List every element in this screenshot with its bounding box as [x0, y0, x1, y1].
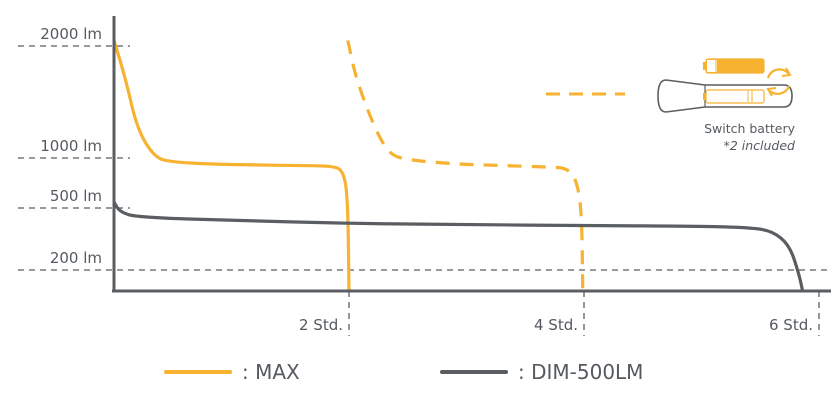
legend-label-max: : MAX	[242, 360, 300, 384]
battery-swap-annotation: Switch battery *2 included	[546, 58, 796, 153]
battery-icon	[703, 58, 765, 74]
x-tick-label-1: 4 Std.	[534, 316, 578, 334]
annotation-title: Switch battery	[704, 121, 796, 136]
series-layer	[112, 39, 805, 292]
y-tick-label-2: 500 lm	[50, 187, 102, 205]
axes	[112, 16, 831, 293]
legend-item-dim: : DIM-500LM	[440, 360, 643, 384]
swap-arrows-icon	[766, 67, 792, 97]
legend-swatch-max	[164, 370, 232, 374]
series-line-2	[112, 201, 805, 292]
x-tick-label-0: 2 Std.	[299, 316, 343, 334]
y-tick-label-1: 1000 lm	[40, 137, 102, 155]
legend-item-max: : MAX	[164, 360, 300, 384]
series-line-1	[346, 40, 585, 292]
annotation-subtitle: *2 included	[724, 138, 795, 153]
ticks: 2000 lm 1000 lm 500 lm 200 lm 2 Std. 4 Std. 6 …	[18, 25, 820, 336]
legend-swatch-dim	[440, 370, 508, 374]
battery-icon-inside	[703, 89, 765, 104]
legend-label-dim: : DIM-500LM	[518, 360, 644, 384]
y-tick-label-0: 2000 lm	[40, 25, 102, 43]
x-tick-label-2: 6 Std.	[769, 316, 813, 334]
series-line-0	[112, 39, 351, 292]
y-tick-label-3: 200 lm	[50, 249, 102, 267]
